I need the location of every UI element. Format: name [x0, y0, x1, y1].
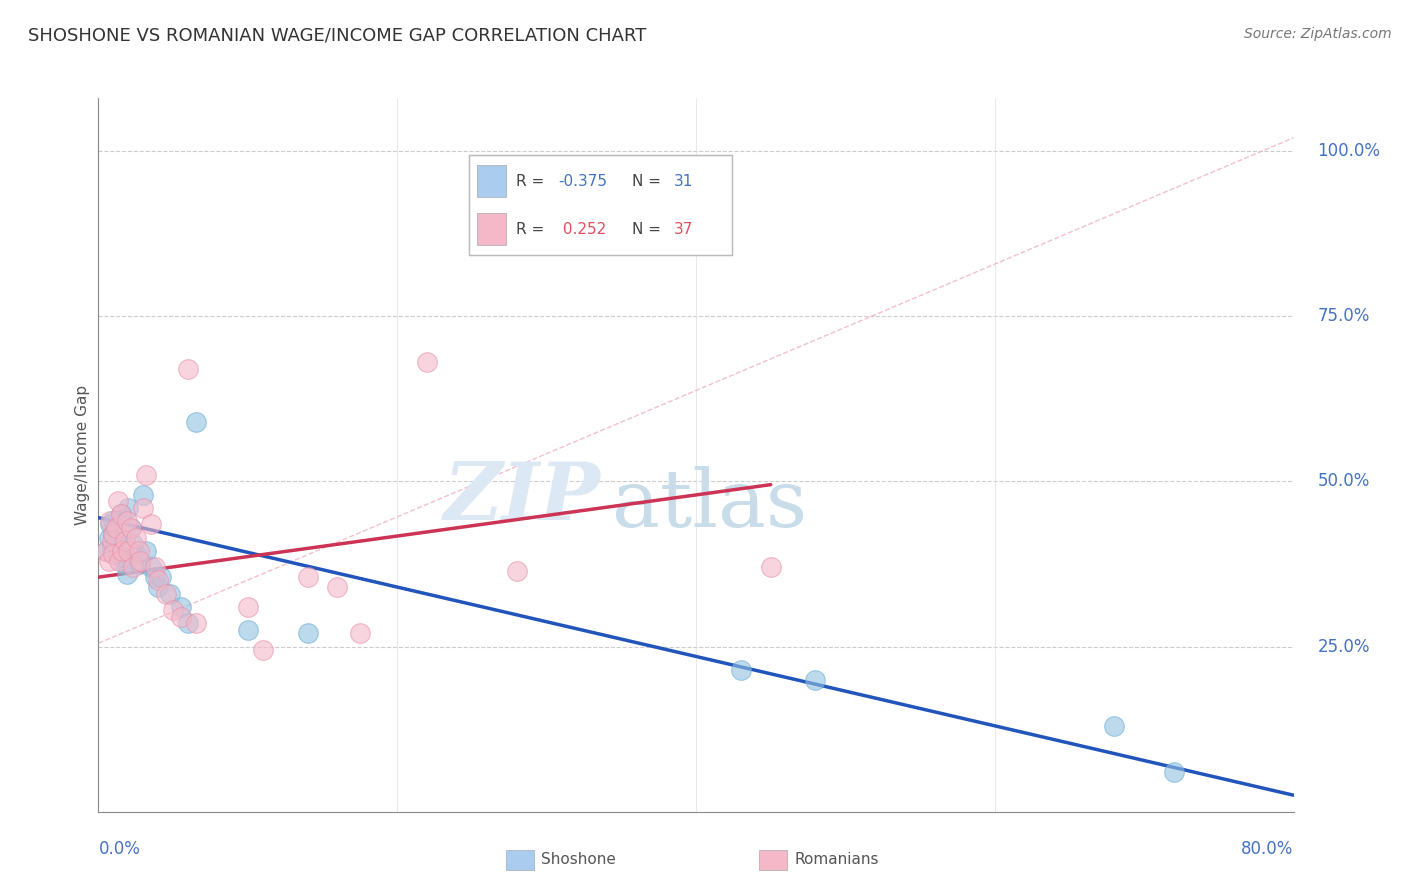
- Point: [111, 550, 134, 565]
- Point: [98, 517, 122, 532]
- Point: [804, 673, 827, 687]
- Point: [94, 543, 117, 558]
- Point: [730, 663, 752, 677]
- Point: [159, 587, 181, 601]
- Point: [506, 564, 529, 578]
- Point: [139, 560, 162, 574]
- Text: -0.375: -0.375: [558, 174, 607, 189]
- Point: [177, 616, 200, 631]
- Point: [236, 599, 259, 614]
- Point: [143, 560, 166, 574]
- Point: [120, 520, 142, 534]
- Point: [184, 415, 207, 429]
- Point: [129, 557, 152, 571]
- Point: [155, 587, 177, 601]
- Point: [105, 520, 128, 534]
- Point: [98, 514, 122, 528]
- Text: 0.0%: 0.0%: [98, 840, 141, 858]
- Text: SHOSHONE VS ROMANIAN WAGE/INCOME GAP CORRELATION CHART: SHOSHONE VS ROMANIAN WAGE/INCOME GAP COR…: [28, 27, 647, 45]
- Point: [103, 527, 125, 541]
- Point: [114, 533, 136, 548]
- Point: [94, 543, 117, 558]
- Point: [101, 533, 124, 548]
- Text: 100.0%: 100.0%: [1317, 142, 1381, 160]
- Text: 80.0%: 80.0%: [1241, 840, 1294, 858]
- Point: [108, 554, 131, 568]
- Point: [148, 574, 170, 588]
- Point: [297, 570, 319, 584]
- Point: [103, 527, 125, 541]
- Text: N =: N =: [631, 221, 666, 236]
- Point: [110, 508, 132, 522]
- Point: [114, 557, 136, 571]
- Point: [169, 599, 191, 614]
- Point: [125, 547, 148, 561]
- Point: [349, 626, 371, 640]
- Point: [169, 609, 191, 624]
- Point: [117, 500, 139, 515]
- Text: 37: 37: [673, 221, 693, 236]
- Point: [107, 547, 129, 561]
- Point: [125, 531, 148, 545]
- Point: [129, 554, 152, 568]
- Point: [121, 537, 143, 551]
- Point: [135, 543, 157, 558]
- Bar: [477, 213, 506, 245]
- Point: [143, 570, 166, 584]
- Bar: [477, 165, 506, 197]
- Text: R =: R =: [516, 174, 550, 189]
- Point: [135, 467, 157, 482]
- Text: N =: N =: [631, 174, 666, 189]
- Point: [120, 520, 142, 534]
- Point: [115, 514, 138, 528]
- Point: [128, 543, 150, 558]
- Text: ZIP: ZIP: [443, 459, 600, 536]
- Point: [115, 566, 138, 581]
- Point: [162, 603, 184, 617]
- Point: [101, 541, 124, 555]
- Text: 31: 31: [673, 174, 693, 189]
- Point: [148, 580, 170, 594]
- Point: [297, 626, 319, 640]
- Point: [110, 508, 132, 522]
- Point: [184, 616, 207, 631]
- Point: [326, 580, 349, 594]
- Point: [107, 494, 129, 508]
- Point: [1163, 765, 1185, 780]
- Point: [150, 570, 173, 584]
- Point: [105, 533, 128, 548]
- Point: [103, 514, 125, 528]
- Text: atlas: atlas: [612, 466, 807, 544]
- Point: [132, 487, 155, 501]
- Point: [97, 554, 120, 568]
- Text: 75.0%: 75.0%: [1317, 307, 1369, 326]
- Point: [236, 623, 259, 637]
- Point: [139, 517, 162, 532]
- Point: [103, 547, 125, 561]
- Text: 0.252: 0.252: [558, 221, 606, 236]
- Text: R =: R =: [516, 221, 550, 236]
- Point: [252, 643, 274, 657]
- Point: [1104, 719, 1126, 733]
- Point: [416, 355, 439, 369]
- Point: [121, 560, 143, 574]
- Point: [117, 543, 139, 558]
- Text: Shoshone: Shoshone: [541, 853, 616, 867]
- Text: 50.0%: 50.0%: [1317, 473, 1369, 491]
- Point: [759, 560, 782, 574]
- Text: Romanians: Romanians: [794, 853, 879, 867]
- Text: 25.0%: 25.0%: [1317, 638, 1369, 656]
- Point: [97, 531, 120, 545]
- Point: [177, 362, 200, 376]
- Text: Source: ZipAtlas.com: Source: ZipAtlas.com: [1244, 27, 1392, 41]
- Point: [111, 543, 134, 558]
- Point: [132, 500, 155, 515]
- Y-axis label: Wage/Income Gap: Wage/Income Gap: [75, 384, 90, 525]
